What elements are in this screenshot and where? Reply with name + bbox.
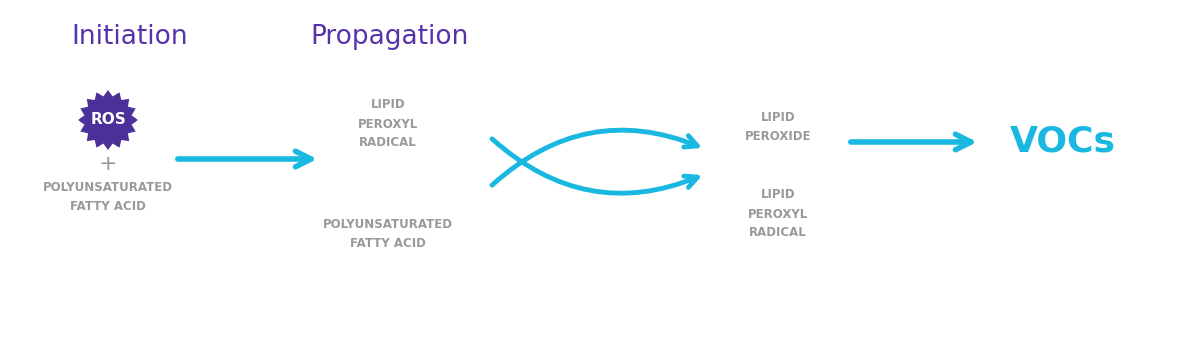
FancyArrowPatch shape bbox=[492, 139, 697, 193]
Text: VOCs: VOCs bbox=[1010, 125, 1116, 159]
Text: +: + bbox=[98, 154, 118, 174]
Text: POLYUNSATURATED
FATTY ACID: POLYUNSATURATED FATTY ACID bbox=[323, 218, 454, 250]
Text: LIPID
PEROXYL
RADICAL: LIPID PEROXYL RADICAL bbox=[748, 188, 808, 239]
Text: Propagation: Propagation bbox=[311, 24, 469, 50]
FancyArrowPatch shape bbox=[492, 130, 697, 185]
Text: Initiation: Initiation bbox=[72, 24, 188, 50]
FancyArrowPatch shape bbox=[851, 134, 971, 150]
Text: LIPID
PEROXIDE: LIPID PEROXIDE bbox=[745, 111, 811, 143]
Text: POLYUNSATURATED
FATTY ACID: POLYUNSATURATED FATTY ACID bbox=[43, 181, 173, 213]
Text: LIPID
PEROXYL
RADICAL: LIPID PEROXYL RADICAL bbox=[358, 98, 418, 149]
Text: ROS: ROS bbox=[90, 113, 126, 128]
Polygon shape bbox=[78, 90, 138, 150]
FancyArrowPatch shape bbox=[178, 151, 311, 167]
